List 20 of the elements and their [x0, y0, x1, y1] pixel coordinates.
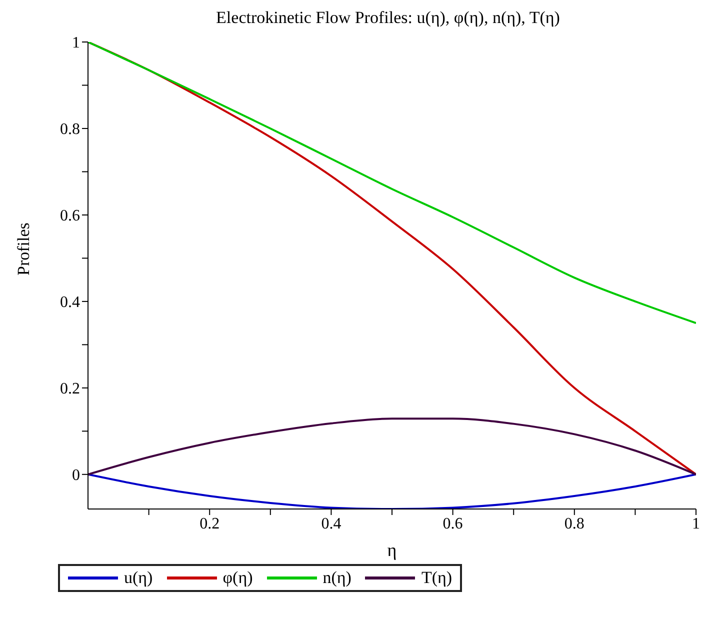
x-tick-label: 0.4 [321, 515, 342, 532]
line-series [88, 418, 696, 476]
y-tick-label: 0.6 [60, 208, 80, 225]
x-tick-label: 0.6 [442, 515, 463, 532]
chart-title: Electrokinetic Flow Profiles: u(η), φ(η), n(η), T(η) [215, 8, 561, 28]
legend-label: u(η) [124, 568, 153, 588]
y-tick-label: 1 [72, 34, 80, 52]
x-axis-title: η [387, 540, 397, 560]
y-tick-label: 0.4 [60, 294, 80, 312]
line-series [88, 42, 696, 324]
legend-label: T(η) [421, 568, 452, 588]
y-tick-label: 0.2 [60, 380, 80, 398]
y-tick-label: 0.8 [60, 121, 80, 138]
legend-label: φ(η) [222, 568, 253, 588]
x-tick-label: 0.2 [200, 515, 220, 532]
x-tick-label: 1 [692, 515, 700, 532]
legend-label: n(η) [322, 568, 352, 588]
y-axis-title: Profiles [14, 222, 34, 276]
x-tick-label: 0.8 [564, 515, 584, 532]
y-tick-label: 0 [72, 467, 80, 484]
